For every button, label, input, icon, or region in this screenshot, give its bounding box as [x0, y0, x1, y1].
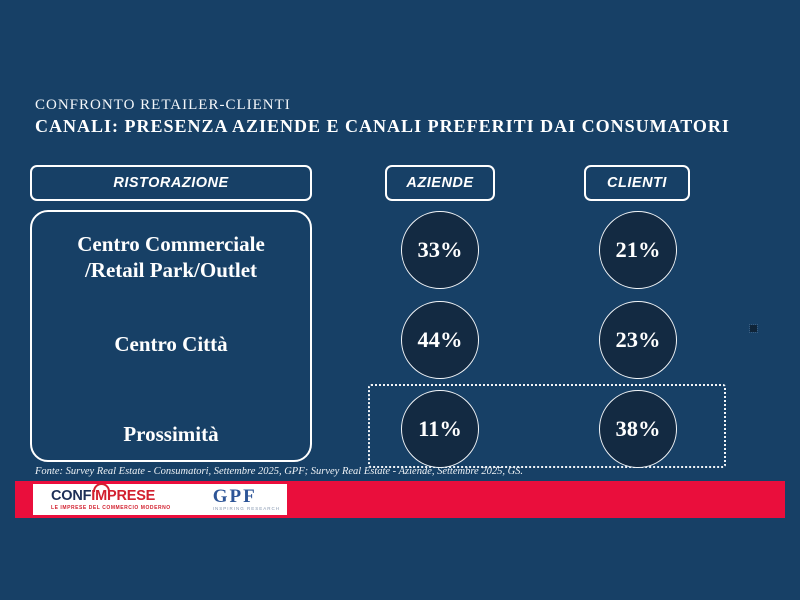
value-label: 11%	[418, 416, 462, 441]
header-aziende-label: AZIENDE	[406, 175, 474, 191]
value-circle-aziende-centro-citta: 44%	[401, 301, 479, 379]
row-label-prossimita: Prossimità	[30, 421, 312, 447]
confimprese-logo: CONFIMPRESE LE IMPRESE DEL COMMERCIO MOD…	[51, 483, 171, 511]
header-ristorazione: RISTORAZIONE	[30, 165, 312, 201]
stray-mark	[749, 324, 758, 333]
row-label-line: Centro Città	[114, 332, 228, 356]
gpf-logo: GPF INSPIRING RESEARCH	[213, 487, 280, 512]
value-label: 38%	[615, 416, 661, 441]
confimprese-arc-icon	[93, 483, 110, 493]
gpf-tagline: INSPIRING RESEARCH	[212, 506, 281, 512]
row-label-line: Centro Commerciale	[77, 232, 265, 256]
confimprese-text-imprese: IMPRESE	[91, 488, 156, 505]
value-label: 23%	[615, 327, 661, 352]
category-panel	[30, 210, 312, 462]
gpf-wordmark: GPF	[212, 486, 257, 508]
confimprese-tagline: LE IMPRESE DEL COMMERCIO MODERNO	[51, 504, 171, 511]
confimprese-wordmark: CONFIMPRESE	[51, 483, 156, 505]
header-clienti: CLIENTI	[584, 165, 690, 201]
row-label-line: /Retail Park/Outlet	[84, 258, 258, 282]
value-circle-clienti-centro-citta: 23%	[599, 301, 677, 379]
value-label: 44%	[417, 327, 463, 352]
value-circle-aziende-prossimita: 11%	[401, 390, 479, 468]
footer-logo-panel: CONFIMPRESE LE IMPRESE DEL COMMERCIO MOD…	[33, 483, 287, 515]
page-title: CANALI: PRESENZA AZIENDE E CANALI PREFER…	[35, 116, 730, 136]
footer-accent-bar: CONFIMPRESE LE IMPRESE DEL COMMERCIO MOD…	[15, 481, 785, 518]
header-clienti-label: CLIENTI	[607, 175, 667, 191]
prossimita-highlight-box	[368, 384, 726, 468]
value-label: 21%	[615, 237, 661, 262]
value-circle-aziende-centro-commerciale: 33%	[401, 211, 479, 289]
value-circle-clienti-centro-commerciale: 21%	[599, 211, 677, 289]
value-label: 33%	[417, 237, 463, 262]
value-circle-clienti-prossimita: 38%	[599, 390, 677, 468]
row-label-centro-citta: Centro Città	[30, 331, 312, 357]
row-label-centro-commerciale: Centro Commerciale /Retail Park/Outlet	[30, 231, 312, 283]
header-ristorazione-label: RISTORAZIONE	[113, 175, 229, 191]
row-label-line: Prossimità	[123, 422, 219, 446]
slide-eyebrow: CONFRONTO RETAILER-CLIENTI	[35, 97, 291, 113]
source-note: Fonte: Survey Real Estate - Consumatori,…	[35, 466, 524, 477]
confimprese-text-conf: CONF	[51, 488, 92, 505]
header-aziende: AZIENDE	[385, 165, 495, 201]
